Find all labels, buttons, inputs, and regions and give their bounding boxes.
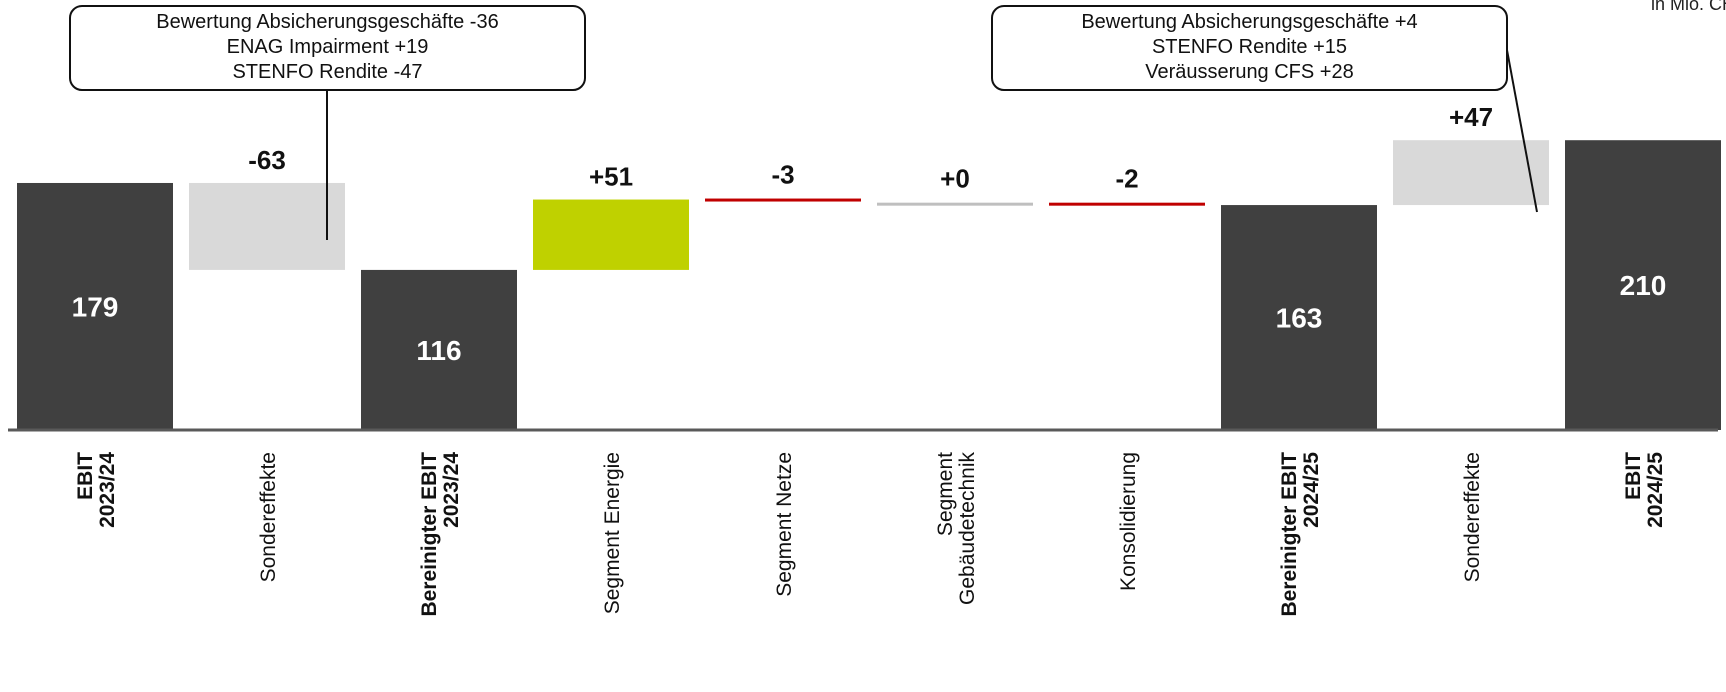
x-tick-label-5-line-1: Segment Netze bbox=[773, 452, 796, 597]
bar-1 bbox=[17, 182, 173, 430]
annotation-1-line-3: STENFO Rendite -47 bbox=[232, 61, 422, 83]
bar-value-10: 210 bbox=[1620, 270, 1667, 301]
bar-8 bbox=[1221, 205, 1377, 430]
x-tick-label-1-line-2: 2023/24 bbox=[96, 452, 119, 528]
x-tick-label-3-line-2: 2023/24 bbox=[440, 452, 463, 528]
bar-value-3: 116 bbox=[416, 335, 461, 366]
bar-2 bbox=[189, 182, 345, 270]
annotation-1-line-2: ENAG Impairment +19 bbox=[227, 36, 429, 58]
bar-4 bbox=[533, 199, 689, 270]
annotation-box-1 bbox=[69, 5, 586, 91]
delta-value-2: -63 bbox=[248, 145, 286, 175]
x-tick-label-10-line-1: EBIT bbox=[1622, 452, 1645, 500]
delta-value-4: +51 bbox=[589, 162, 633, 192]
x-tick-label-1-line-1: EBIT bbox=[74, 452, 97, 500]
bar-value-8: 163 bbox=[1276, 303, 1323, 334]
annotation-2-line-3: Veräusserung CFS +28 bbox=[1145, 61, 1353, 83]
delta-value-6: +0 bbox=[940, 164, 970, 194]
bar-7 bbox=[1049, 202, 1205, 206]
bar-6 bbox=[877, 202, 1033, 206]
annotation-2-line-1: Bewertung Absicherungsgeschäfte +4 bbox=[1081, 11, 1417, 33]
x-tick-label-6-line-1: Segment bbox=[934, 452, 957, 536]
x-tick-label-6-line-2: Gebäudetechnik bbox=[956, 452, 979, 605]
x-tick-label-8-line-2: 2024/25 bbox=[1300, 452, 1323, 528]
x-tick-label-3-line-1: Bereinigter EBIT bbox=[418, 452, 441, 617]
annotation-1-line-1: Bewertung Absicherungsgeschäfte -36 bbox=[156, 11, 498, 33]
bar-3 bbox=[361, 269, 517, 430]
delta-value-9: +47 bbox=[1449, 102, 1493, 132]
annotation-box-2 bbox=[991, 5, 1508, 91]
bar-5 bbox=[705, 198, 861, 202]
bar-9 bbox=[1393, 140, 1549, 206]
x-tick-label-8-line-1: Bereinigter EBIT bbox=[1278, 452, 1301, 617]
bar-value-1: 179 bbox=[72, 291, 119, 322]
x-tick-label-4-line-1: Segment Energie bbox=[601, 452, 624, 614]
x-tick-label-2-line-1: Sondereffekte bbox=[257, 452, 280, 582]
delta-value-5: -3 bbox=[771, 160, 794, 190]
annotation-connector-2 bbox=[1506, 49, 1538, 213]
x-tick-label-10-line-2: 2024/25 bbox=[1644, 452, 1667, 528]
bar-10 bbox=[1565, 140, 1721, 430]
x-tick-label-7-line-1: Konsolidierung bbox=[1117, 452, 1140, 591]
delta-value-7: -2 bbox=[1115, 164, 1138, 194]
unit-label: in Mio. CHF bbox=[1650, 0, 1726, 14]
x-tick-label-9-line-1: Sondereffekte bbox=[1461, 452, 1484, 582]
annotation-2-line-2: STENFO Rendite +15 bbox=[1152, 36, 1347, 58]
